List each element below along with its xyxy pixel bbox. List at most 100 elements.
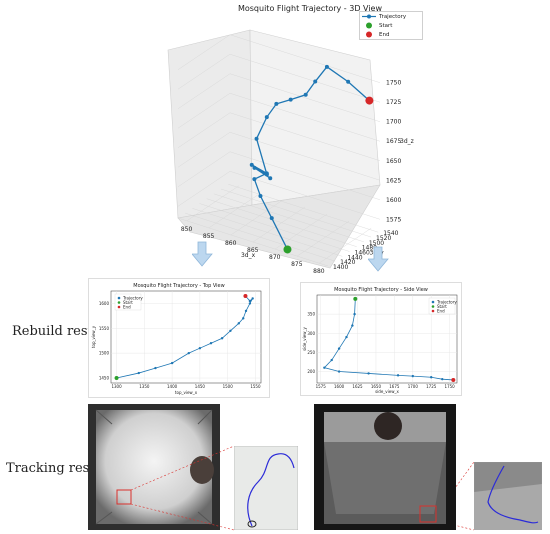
tick-label-x: 855 xyxy=(203,233,215,240)
trajectory-point xyxy=(264,172,269,177)
grid-z xyxy=(229,132,381,181)
trajectory-point xyxy=(411,374,414,378)
end-marker xyxy=(243,293,248,298)
trajectory-point xyxy=(242,317,245,320)
trajectory-point xyxy=(288,97,293,102)
grid-z xyxy=(229,151,381,200)
trajectory-point xyxy=(154,366,157,370)
svg-text:Start: Start xyxy=(437,304,447,309)
trajectory-point xyxy=(337,347,341,350)
grid-y xyxy=(206,198,357,247)
tick-label-y: 1550 xyxy=(99,326,110,331)
grid-z xyxy=(177,112,231,148)
grid-y xyxy=(199,203,350,252)
chart-title-top: Mosquito Flight Trajectory - Top View xyxy=(133,283,224,289)
axis-label-top-x: top_view_x xyxy=(175,390,198,395)
chart-title-side: Mosquito Flight Trajectory - Side View xyxy=(334,287,428,293)
tick-label-y: 1420 xyxy=(340,259,355,266)
tick-label-y: 1460 xyxy=(355,250,370,257)
trajectory-point xyxy=(441,377,444,381)
grid-y xyxy=(228,184,379,233)
grid-x xyxy=(297,220,350,257)
tick-label-y: 250 xyxy=(307,350,315,355)
trajectory-point xyxy=(209,342,213,345)
tick-label-x: 1700 xyxy=(408,384,419,389)
tick-label-z: 1600 xyxy=(386,197,401,204)
tick-label-y: 1440 xyxy=(347,254,362,261)
tick-label-x: 865 xyxy=(247,247,259,254)
trajectory-point xyxy=(324,64,329,69)
grid-y xyxy=(220,188,372,238)
tick-label-x: 1350 xyxy=(139,384,150,389)
trajectory-point xyxy=(313,79,318,84)
trajectory-point xyxy=(248,302,252,305)
tick-label-x: 870 xyxy=(269,254,281,261)
svg-text:End: End xyxy=(437,309,445,314)
tracking-results-label: Tracking results xyxy=(6,461,114,476)
tracking-zoom-2 xyxy=(474,462,542,530)
grid-y xyxy=(185,212,336,262)
svg-text:End: End xyxy=(123,305,131,310)
trajectory-point xyxy=(170,361,174,365)
end-marker xyxy=(451,377,456,382)
tick-label-y: 1600 xyxy=(99,301,110,306)
tick-label-z: 1725 xyxy=(386,99,401,106)
tracking-zoom-1 xyxy=(234,446,298,530)
tick-label-x: 1450 xyxy=(195,384,206,389)
tick-label-z: 1675 xyxy=(386,138,401,145)
tick-label-x: 880 xyxy=(313,268,325,275)
chart-top-view: Mosquito Flight Trajectory - Top View 13… xyxy=(88,278,270,398)
trajectory-point xyxy=(229,329,232,332)
roi-box-2 xyxy=(419,505,437,523)
trajectory-point xyxy=(345,335,348,339)
grid-z xyxy=(229,34,381,83)
grid-x xyxy=(208,192,261,229)
tracking-photo-2 xyxy=(314,404,456,530)
trajectory-point xyxy=(367,372,370,375)
tick-label-x: 1750 xyxy=(445,384,456,389)
chart-title-3d: Mosquito Flight Trajectory - 3D View xyxy=(237,4,383,13)
svg-text:Start: Start xyxy=(123,300,133,305)
legend-item-trajectory: Trajectory xyxy=(360,12,422,21)
svg-text:Trajectory: Trajectory xyxy=(122,296,143,301)
grid-z xyxy=(177,93,231,129)
tick-label-x: 1725 xyxy=(426,384,437,389)
tick-label-z: 1625 xyxy=(386,177,401,184)
trajectory-point xyxy=(274,101,279,106)
tick-label-z: 1700 xyxy=(386,119,401,126)
grid-z xyxy=(229,93,381,142)
grid-y xyxy=(177,217,329,267)
tracked-path-1 xyxy=(247,453,295,527)
tick-label-y: 1500 xyxy=(369,240,384,247)
trajectory-point xyxy=(346,79,351,84)
tick-label-x: 1300 xyxy=(111,384,122,389)
start-marker xyxy=(283,245,292,254)
tick-label-y: 1400 xyxy=(333,264,348,271)
trajectory-point xyxy=(254,136,259,141)
trajectory-point xyxy=(248,299,252,303)
trajectory-point xyxy=(323,366,326,369)
grid-x xyxy=(252,206,306,243)
trajectory-point xyxy=(337,370,341,373)
grid-x xyxy=(230,199,284,236)
pane-left xyxy=(167,29,253,219)
legend-top: Trajectory Start End xyxy=(114,293,143,311)
roi-box-1 xyxy=(116,489,132,505)
tick-label-y: 1450 xyxy=(99,376,110,381)
trajectory-point xyxy=(396,374,400,377)
trajectory-point xyxy=(237,322,240,325)
trajectory-point xyxy=(353,312,356,316)
grid-x xyxy=(186,185,239,221)
trajectory-point xyxy=(187,351,190,355)
axis-label-side-x: side_view_x xyxy=(375,389,399,394)
trajectory-point xyxy=(198,346,202,350)
trajectory-point xyxy=(220,337,224,340)
arrow-down-right-icon xyxy=(368,246,389,272)
legend-item-end: End xyxy=(360,30,422,39)
tick-label-x: 1650 xyxy=(371,384,382,389)
axis-label-top-y: top_view_y xyxy=(91,325,96,348)
rebuild-results-label: Rebuild results xyxy=(12,324,112,339)
grid-z xyxy=(177,73,231,109)
trajectory-point xyxy=(430,376,433,379)
